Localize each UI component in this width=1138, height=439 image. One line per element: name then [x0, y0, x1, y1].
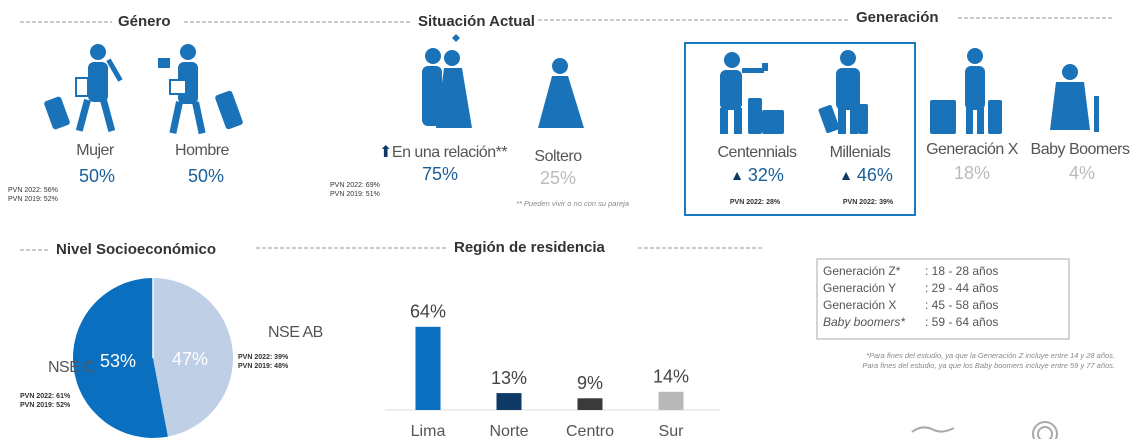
bar	[496, 393, 522, 410]
range-value: : 59 - 64 años	[925, 315, 998, 329]
annotation: PVN 2019: 52%	[20, 402, 71, 409]
slice-label: 47%	[172, 349, 208, 369]
x-tick-label: Lima	[411, 423, 446, 439]
percent: 50%	[188, 166, 224, 186]
pvn: PVN 2022: 69%	[330, 182, 380, 189]
millennial-icon	[818, 50, 868, 134]
label: Hombre	[175, 142, 230, 159]
pvn: PVN 2019: 52%	[8, 196, 58, 203]
percent: 18%	[954, 163, 990, 183]
percent: 46%	[857, 165, 893, 185]
chart-title: Región de residencia	[454, 239, 606, 256]
bar	[658, 391, 684, 410]
boomer-icon	[1050, 64, 1099, 132]
pie-slice	[153, 278, 233, 437]
label: Baby Boomers	[1031, 141, 1130, 158]
chart-title: Nivel Socioeconómico	[56, 241, 216, 258]
genx-icon	[930, 48, 1002, 134]
label: Mujer	[76, 142, 115, 159]
percent: 32%	[748, 165, 784, 185]
percent: ▲ 46%	[839, 165, 893, 185]
single-icon	[538, 58, 584, 128]
legend-box	[816, 258, 1070, 340]
couple-icon	[422, 34, 472, 128]
bar	[415, 326, 441, 410]
x-tick-label: Norte	[489, 423, 528, 439]
pvn: PVN 2022: 39%	[843, 199, 894, 206]
percent: 4%	[1069, 163, 1095, 183]
percent: 75%	[422, 164, 458, 184]
percent: 25%	[540, 168, 576, 188]
pie-slice	[72, 278, 168, 438]
highlight-box	[684, 42, 916, 216]
footnote: *Para fines del estudio, ya que la Gener…	[866, 351, 1115, 360]
x-tick-label: Centro	[566, 423, 614, 439]
label: Generación X	[926, 141, 1019, 158]
section-title: Género	[118, 13, 171, 30]
category-label: NSE AB	[268, 324, 323, 341]
annotation: PVN 2022: 39%	[238, 354, 289, 361]
label: En una relación**	[392, 144, 507, 161]
centennial-icon	[720, 52, 784, 134]
logos	[911, 421, 1058, 439]
range-value: : 29 - 44 años	[925, 281, 998, 295]
label: Soltero	[534, 148, 582, 165]
category-label: NSE C	[48, 359, 94, 376]
pvn: PVN 2022: 56%	[8, 187, 58, 194]
note: ** Pueden vivir o no con su pareja	[516, 199, 629, 208]
section-title: Situación Actual	[418, 13, 535, 30]
footnote: Para fines del estudio, ya que los Baby …	[862, 361, 1115, 370]
annotation: PVN 2019: 48%	[238, 363, 289, 370]
range-name: Generación Z*	[823, 264, 901, 278]
man-icon	[158, 44, 243, 135]
x-tick-label: Sur	[659, 423, 685, 439]
label: Centennials	[718, 144, 798, 161]
label: Millenials	[830, 144, 891, 161]
pvn: PVN 2022: 28%	[730, 199, 781, 206]
value-label: 14%	[653, 367, 689, 387]
range-name: Baby boomers*	[823, 315, 905, 329]
range-value: : 45 - 58 años	[925, 298, 998, 312]
section-title: Generación	[856, 9, 939, 26]
label: ⬆En una relación**	[379, 144, 507, 161]
woman-icon	[44, 44, 123, 132]
percent: ▲ 32%	[730, 165, 784, 185]
value-label: 64%	[410, 302, 446, 322]
bar	[577, 398, 603, 410]
value-label: 9%	[577, 373, 603, 393]
value-label: 13%	[491, 368, 527, 388]
range-name: Generación X	[823, 298, 896, 312]
percent: 50%	[79, 166, 115, 186]
annotation: PVN 2022: 61%	[20, 393, 71, 400]
range-name: Generación Y	[823, 281, 896, 295]
slice-label: 53%	[100, 351, 136, 371]
range-value: : 18 - 28 años	[925, 264, 998, 278]
pvn: PVN 2019: 51%	[330, 191, 380, 198]
